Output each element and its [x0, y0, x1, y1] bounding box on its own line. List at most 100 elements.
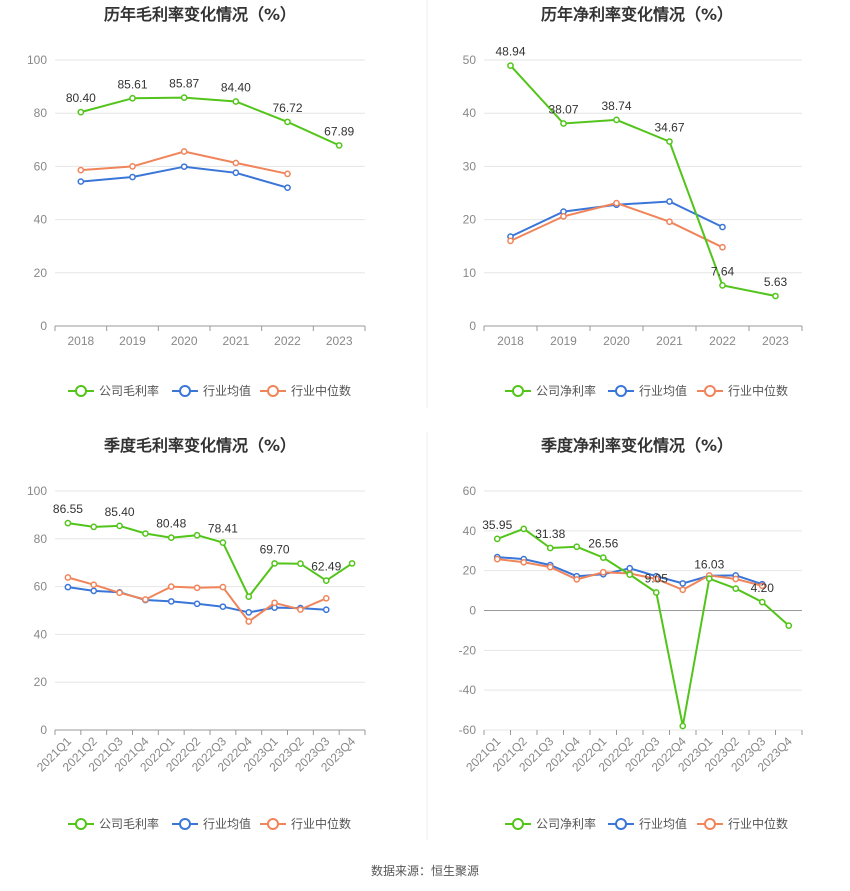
data-point[interactable] — [348, 560, 356, 567]
legend-item-2[interactable]: 行业均值 — [608, 383, 687, 398]
data-point[interactable] — [77, 166, 85, 174]
data-point[interactable] — [232, 159, 240, 167]
data-point[interactable] — [142, 530, 149, 537]
legend-item-1[interactable]: 公司净利率 — [505, 383, 596, 398]
data-point[interactable] — [719, 223, 726, 231]
data-point[interactable] — [129, 163, 136, 170]
data-point[interactable] — [322, 577, 330, 584]
data-point[interactable] — [758, 598, 766, 606]
data-point[interactable] — [167, 583, 175, 590]
data-point[interactable] — [180, 148, 188, 155]
x-tick-label: 2022 — [709, 334, 736, 348]
legend-item-1[interactable]: 公司毛利率 — [68, 383, 159, 398]
data-point[interactable] — [613, 199, 620, 207]
data-point[interactable] — [180, 94, 188, 101]
data-point[interactable] — [758, 582, 766, 590]
data-point[interactable] — [679, 586, 687, 594]
data-point[interactable] — [785, 622, 793, 629]
data-point[interactable] — [90, 523, 98, 531]
data-point[interactable] — [245, 609, 253, 616]
data-point[interactable] — [705, 575, 713, 582]
data-point[interactable] — [193, 584, 201, 592]
data-point[interactable] — [129, 173, 136, 181]
data-point[interactable] — [129, 94, 136, 102]
data-point[interactable] — [193, 600, 201, 608]
data-point[interactable] — [546, 544, 554, 552]
data-point[interactable] — [284, 170, 291, 178]
data-point[interactable] — [719, 243, 726, 251]
data-point[interactable] — [666, 218, 673, 226]
data-point[interactable] — [245, 593, 253, 600]
data-point[interactable] — [271, 599, 278, 607]
data-point[interactable] — [232, 98, 240, 105]
data-point[interactable] — [652, 589, 660, 596]
data-point[interactable] — [64, 574, 72, 581]
data-point[interactable] — [573, 576, 581, 583]
data-point[interactable] — [652, 575, 660, 583]
data-point[interactable] — [232, 169, 240, 177]
data-point[interactable] — [64, 519, 72, 527]
legend-item-3[interactable]: 行业中位数 — [697, 816, 788, 831]
legend-item-1[interactable]: 公司毛利率 — [68, 816, 159, 831]
legend-item-2[interactable]: 行业均值 — [608, 816, 687, 831]
data-point[interactable] — [732, 585, 740, 592]
data-point[interactable] — [142, 596, 149, 603]
data-point[interactable] — [167, 534, 175, 542]
data-point[interactable] — [719, 282, 726, 289]
data-point[interactable] — [732, 575, 740, 583]
data-point[interactable] — [219, 603, 227, 611]
data-point[interactable] — [546, 563, 554, 571]
data-point[interactable] — [77, 108, 85, 116]
data-point[interactable] — [560, 120, 567, 127]
y-tick-label: 60 — [34, 159, 48, 173]
data-point[interactable] — [335, 142, 343, 149]
data-point[interactable] — [507, 62, 514, 69]
legend-item-3[interactable]: 行业中位数 — [697, 383, 788, 398]
legend-item-3[interactable]: 行业中位数 — [260, 383, 351, 398]
data-point[interactable] — [219, 583, 227, 591]
data-point[interactable] — [666, 198, 673, 205]
data-point[interactable] — [626, 564, 634, 572]
data-point[interactable] — [64, 583, 72, 591]
data-label: 35.95 — [482, 518, 512, 532]
data-point[interactable] — [77, 178, 85, 185]
data-point[interactable] — [599, 568, 607, 576]
data-point[interactable] — [167, 598, 175, 605]
data-point[interactable] — [679, 580, 687, 587]
data-point[interactable] — [219, 539, 227, 546]
data-point[interactable] — [297, 560, 304, 568]
data-point[interactable] — [520, 558, 528, 566]
data-point[interactable] — [271, 560, 278, 567]
legend-item-2[interactable]: 行业均值 — [172, 383, 251, 398]
data-point[interactable] — [245, 618, 253, 625]
data-point[interactable] — [193, 531, 201, 539]
data-point[interactable] — [90, 587, 98, 595]
data-point[interactable] — [573, 543, 581, 551]
data-point[interactable] — [626, 571, 634, 579]
data-point[interactable] — [666, 138, 673, 145]
data-point[interactable] — [322, 606, 330, 614]
y-tick-label: -60 — [459, 723, 477, 737]
data-point[interactable] — [90, 581, 98, 589]
data-point[interactable] — [297, 606, 304, 613]
legend-label: 行业中位数 — [728, 383, 788, 398]
data-point[interactable] — [507, 237, 514, 245]
data-point[interactable] — [322, 594, 330, 602]
data-point[interactable] — [116, 522, 123, 530]
legend-item-2[interactable]: 行业均值 — [172, 816, 251, 831]
data-point[interactable] — [180, 163, 188, 171]
legend-item-1[interactable]: 公司净利率 — [505, 816, 596, 831]
data-point[interactable] — [493, 555, 501, 563]
data-point[interactable] — [493, 535, 501, 543]
data-point[interactable] — [116, 589, 123, 597]
data-point[interactable] — [613, 116, 620, 124]
data-point[interactable] — [284, 118, 291, 126]
data-point[interactable] — [284, 184, 291, 192]
data-point[interactable] — [599, 554, 607, 561]
data-point[interactable] — [560, 213, 567, 220]
legend-marker — [512, 385, 524, 397]
data-point[interactable] — [679, 722, 687, 730]
data-point[interactable] — [520, 525, 528, 533]
data-point[interactable] — [772, 292, 779, 300]
legend-item-3[interactable]: 行业中位数 — [260, 816, 351, 831]
